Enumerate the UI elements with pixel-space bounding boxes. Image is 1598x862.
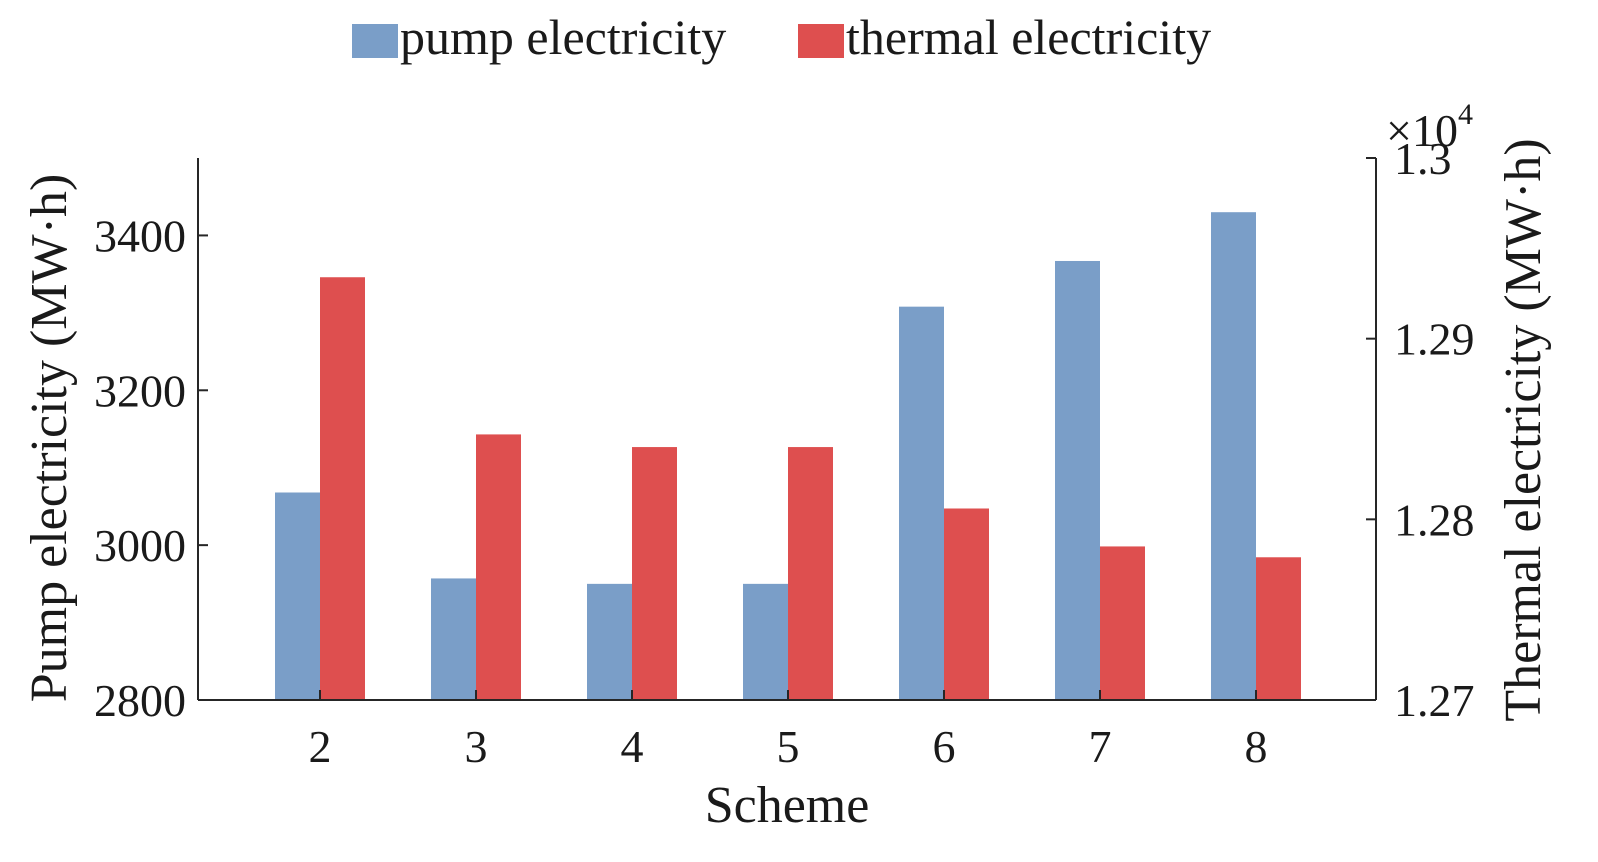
left-tick-label: 3400 bbox=[94, 210, 186, 261]
bar-pump-scheme-8 bbox=[1211, 212, 1256, 700]
legend: pump electricity thermal electricity bbox=[352, 9, 1211, 65]
right-axis-title: Thermal electricity (MW·h) bbox=[1495, 138, 1552, 721]
right-axis-ticks: 1.27 1.28 1.29 1.3 bbox=[1366, 133, 1475, 726]
bar-pump-scheme-5 bbox=[743, 583, 788, 700]
bar-thermal-scheme-8 bbox=[1256, 557, 1301, 700]
right-axis-exponent: ×104 bbox=[1386, 98, 1473, 156]
right-tick-label: 1.29 bbox=[1394, 314, 1475, 365]
left-axis-ticks: 2800 3000 3200 3400 bbox=[94, 210, 208, 726]
bar-pump-scheme-3 bbox=[431, 578, 476, 700]
bar-pump-scheme-4 bbox=[587, 583, 632, 700]
bar-pump-scheme-2 bbox=[275, 492, 320, 700]
x-tick-label: 7 bbox=[1089, 721, 1112, 772]
left-tick-label: 3000 bbox=[94, 520, 186, 571]
left-tick-label: 2800 bbox=[94, 675, 186, 726]
bar-thermal-scheme-7 bbox=[1100, 546, 1145, 700]
bar-thermal-scheme-4 bbox=[632, 447, 677, 700]
bar-thermal-scheme-6 bbox=[944, 508, 989, 700]
bar-thermal-scheme-3 bbox=[476, 434, 521, 700]
x-tick-label: 5 bbox=[777, 721, 800, 772]
bar-pump-scheme-6 bbox=[899, 306, 944, 700]
legend-swatch-pump bbox=[352, 24, 398, 58]
x-axis-ticks: 2 3 4 5 6 7 8 bbox=[309, 690, 1268, 772]
bar-thermal-scheme-2 bbox=[320, 277, 365, 700]
bar-thermal-scheme-5 bbox=[788, 447, 833, 700]
right-tick-label: 1.27 bbox=[1394, 675, 1475, 726]
legend-label-pump: pump electricity bbox=[400, 9, 726, 65]
legend-swatch-thermal bbox=[798, 24, 844, 58]
bar-pump-scheme-7 bbox=[1055, 260, 1100, 700]
x-tick-label: 2 bbox=[309, 721, 332, 772]
right-tick-label: 1.28 bbox=[1394, 494, 1475, 545]
left-tick-label: 3200 bbox=[94, 365, 186, 416]
x-tick-label: 3 bbox=[465, 721, 488, 772]
x-tick-label: 6 bbox=[933, 721, 956, 772]
legend-label-thermal: thermal electricity bbox=[846, 9, 1211, 65]
x-tick-label: 4 bbox=[621, 721, 644, 772]
x-axis-title: Scheme bbox=[705, 777, 870, 834]
right-tick-label: 1.3 bbox=[1394, 133, 1452, 184]
x-tick-label: 8 bbox=[1245, 721, 1268, 772]
bars bbox=[275, 212, 1301, 700]
left-axis-title: Pump electricity (MW·h) bbox=[21, 174, 78, 703]
